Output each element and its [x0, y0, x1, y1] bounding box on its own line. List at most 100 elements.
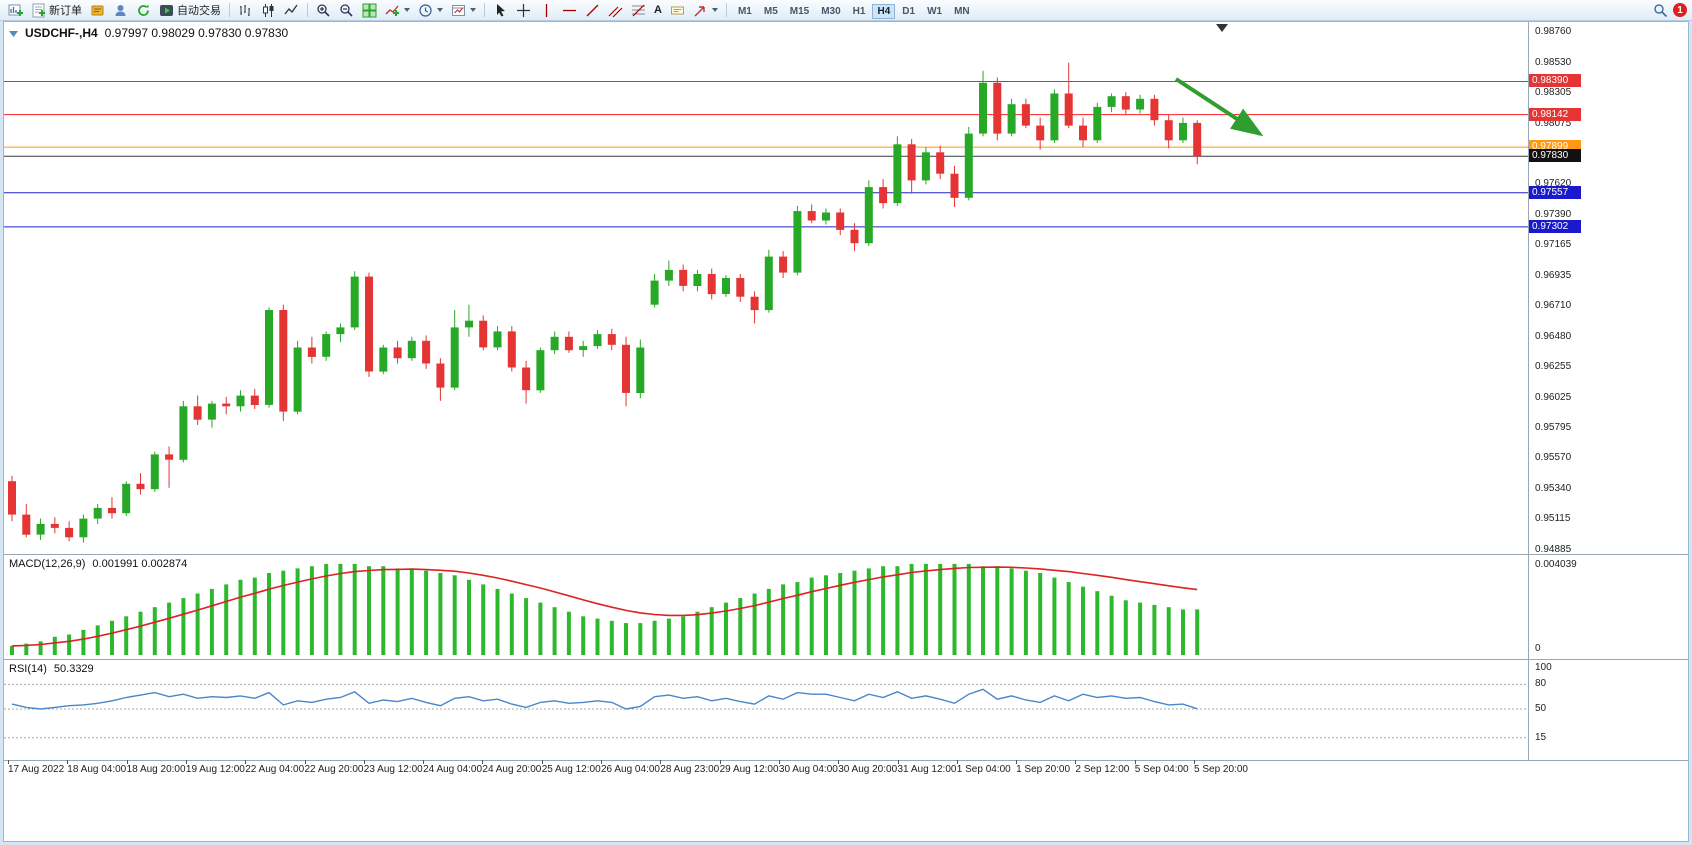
timeframe-MN[interactable]: MN [954, 6, 970, 17]
timeframe-W1[interactable]: W1 [927, 6, 943, 17]
line-chart-button[interactable] [281, 1, 302, 20]
label-tool-button[interactable] [667, 1, 688, 20]
horizontal-line-tool-button[interactable] [559, 1, 580, 20]
timeframe-D1[interactable]: D1 [902, 6, 916, 17]
price-axis-label: 0.95795 [1535, 422, 1572, 434]
time-axis-label: 28 Aug 23:00 [660, 764, 720, 775]
periods-button[interactable] [415, 1, 446, 20]
time-axis-tick [1194, 760, 1195, 764]
toolbar-separator [307, 3, 308, 17]
time-axis-tick [304, 760, 306, 764]
panel-divider[interactable] [4, 554, 1688, 555]
timeframe-H4[interactable]: H4 [872, 4, 896, 19]
rsi-panel-canvas[interactable] [4, 660, 1528, 760]
price-level-tag: 0.98142 [1529, 107, 1581, 121]
time-axis-label: 30 Aug 20:00 [838, 764, 898, 775]
price-level-tag: 0.97302 [1529, 219, 1581, 233]
cursor-tool-button[interactable] [490, 1, 511, 20]
zoom-in-icon [317, 3, 330, 17]
zoom-in-button[interactable] [313, 1, 334, 20]
bar-chart-icon [240, 4, 250, 16]
time-axis-label: 5 Sep 20:00 [1194, 764, 1248, 775]
indicators-button[interactable] [382, 1, 413, 20]
price-axis-label: 0.95340 [1535, 483, 1572, 495]
zoom-out-button[interactable] [336, 1, 357, 20]
crosshair-tool-button[interactable] [513, 1, 534, 20]
text-tool-button[interactable]: A [651, 2, 665, 18]
time-axis-label: 18 Aug 20:00 [126, 764, 186, 775]
new-chart-button[interactable] [5, 1, 26, 20]
rsi-line [11, 688, 1198, 710]
chart-shift-marker[interactable] [1216, 24, 1228, 32]
price-axis-label: 0.96255 [1535, 360, 1572, 372]
tile-windows-button[interactable] [359, 1, 380, 20]
time-axis-tick [541, 760, 543, 764]
templates-button[interactable] [448, 1, 479, 20]
market-watch-button[interactable] [110, 1, 131, 20]
price-axis-label: 0.96025 [1535, 391, 1572, 403]
vertical-line-icon [545, 3, 548, 17]
timeframe-M15[interactable]: M15 [789, 6, 810, 17]
editor-icon [91, 5, 104, 15]
time-axis-tick [838, 760, 840, 764]
price-level-tag: 0.97830 [1529, 149, 1581, 163]
rsi-scale-label: 50 [1535, 703, 1547, 714]
timeframe-M5[interactable]: M5 [763, 6, 778, 17]
price-axis-label: 0.95115 [1535, 513, 1571, 525]
time-axis-label: 17 Aug 2022 [8, 764, 65, 775]
timeframe-M30[interactable]: M30 [821, 6, 841, 17]
bar-chart-button[interactable] [235, 1, 256, 20]
time-axis-tick [126, 760, 128, 764]
chart-title: USDCHF-,H4 0.97997 0.98029 0.97830 0.978… [9, 26, 288, 40]
time-axis-label: 23 Aug 12:00 [363, 764, 423, 775]
main-chart-canvas[interactable] [4, 22, 1528, 554]
channel-tool-button[interactable] [605, 1, 626, 20]
rsi-name: RSI(14) [9, 663, 47, 675]
time-axis-label: 1 Sep 04:00 [956, 764, 1011, 775]
new-order-button[interactable]: 新订单 [28, 0, 85, 20]
time-axis-tick [601, 760, 602, 764]
notification-badge[interactable]: 1 [1673, 3, 1687, 17]
time-axis-label: 24 Aug 04:00 [423, 764, 483, 775]
price-axis-label: 0.97165 [1535, 239, 1572, 251]
timeframe-M1[interactable]: M1 [737, 6, 752, 17]
vertical-line-tool-button[interactable] [536, 1, 557, 20]
autotrading-button[interactable]: 自动交易 [156, 0, 224, 20]
price-level-tag: 0.98390 [1529, 74, 1581, 88]
toolbar-separator [229, 3, 230, 17]
search-button[interactable] [1650, 1, 1671, 20]
crosshair-icon [517, 3, 530, 17]
chart-menu-icon[interactable] [9, 29, 18, 38]
time-axis-tick [185, 760, 187, 764]
arrows-tool-button[interactable] [690, 1, 721, 20]
time-axis-tick [660, 760, 662, 764]
editor-button[interactable] [87, 1, 108, 20]
indicators-icon [385, 5, 399, 16]
panel-divider[interactable] [4, 659, 1688, 660]
macd-signal-line [11, 566, 1198, 647]
price-level-tag: 0.97557 [1529, 185, 1581, 199]
time-axis-tick [363, 760, 365, 764]
time-axis-tick [67, 760, 69, 764]
candlestick-chart-button[interactable] [258, 1, 279, 20]
timeframe-H1[interactable]: H1 [852, 6, 866, 17]
macd-histogram [10, 563, 1200, 655]
price-axis-label: 0.95570 [1535, 452, 1572, 464]
rsi-label: RSI(14) 50.3329 [9, 663, 94, 675]
macd-panel-canvas[interactable] [4, 555, 1528, 659]
trend-arrow-annotation[interactable] [1174, 77, 1264, 137]
time-axis-label: 5 Sep 04:00 [1134, 764, 1189, 775]
autotrading-play-icon [160, 4, 173, 16]
time-axis-line [4, 760, 1688, 761]
trendline-tool-button[interactable] [582, 1, 603, 20]
refresh-icon [138, 4, 149, 16]
refresh-button[interactable] [133, 1, 154, 20]
horizontal-line-icon [563, 9, 576, 11]
fibonacci-tool-button[interactable] [628, 1, 649, 20]
dropdown-caret-icon [404, 8, 410, 12]
tile-windows-icon [362, 3, 377, 17]
macd-scale-zero-label: 0 [1535, 643, 1541, 654]
new-order-icon [32, 3, 45, 17]
autotrading-label: 自动交易 [177, 5, 221, 17]
